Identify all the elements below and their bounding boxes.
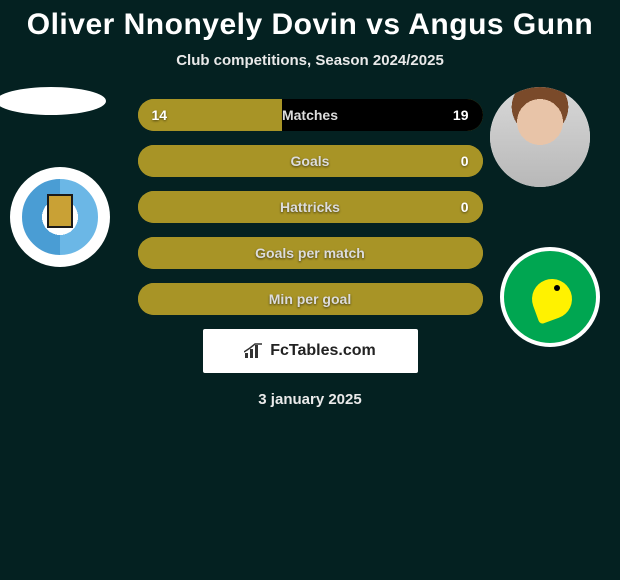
attribution-text: FcTables.com: [270, 342, 376, 360]
stat-row: Min per goal: [138, 283, 483, 315]
face-icon: [490, 87, 590, 187]
page-subtitle: Club competitions, Season 2024/2025: [0, 52, 620, 69]
stat-label: Hattricks: [138, 191, 483, 223]
stat-value-right: 0: [461, 145, 469, 177]
stat-row: Matches14 19: [138, 99, 483, 131]
stat-row: Goals0: [138, 145, 483, 177]
stat-row: Goals per match: [138, 237, 483, 269]
player-left-avatar: [0, 87, 106, 115]
stat-label: Matches: [138, 99, 483, 131]
stat-label: Min per goal: [138, 283, 483, 315]
club-left-crest: [10, 167, 110, 267]
date-text: 3 january 2025: [10, 391, 610, 408]
chart-icon: [244, 343, 264, 359]
page-title: Oliver Nnonyely Dovin vs Angus Gunn: [0, 0, 620, 42]
stat-label: Goals: [138, 145, 483, 177]
player-right-avatar: [490, 87, 590, 187]
stat-value-right: 19: [453, 99, 469, 131]
stat-row: Hattricks0: [138, 191, 483, 223]
club-right-crest: [500, 247, 600, 347]
comparison-body: Matches1419Goals0Hattricks0Goals per mat…: [0, 99, 620, 408]
norwich-crest-icon: [500, 247, 600, 347]
stat-rows-container: Matches1419Goals0Hattricks0Goals per mat…: [138, 99, 483, 315]
stat-value-left: 14: [152, 99, 168, 131]
stat-label: Goals per match: [138, 237, 483, 269]
coventry-crest-icon: [18, 175, 102, 259]
attribution-badge: FcTables.com: [203, 329, 418, 373]
stat-value-right: 0: [461, 191, 469, 223]
